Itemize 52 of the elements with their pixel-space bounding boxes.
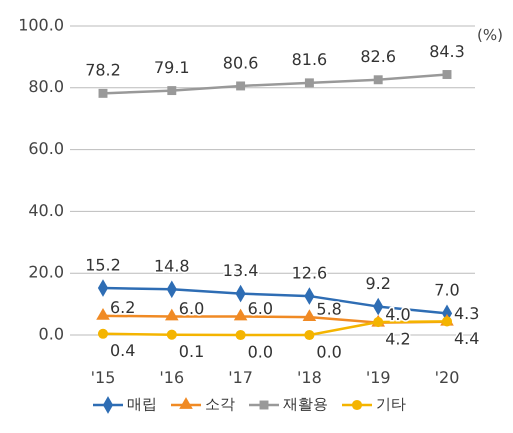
point	[304, 330, 314, 340]
y-tick-label: 40.0	[28, 200, 64, 220]
data-label: 0.0	[316, 342, 342, 362]
point	[442, 70, 452, 79]
data-label: 81.6	[292, 50, 328, 70]
x-tick-label: '16	[159, 368, 184, 387]
data-label: 0.1	[178, 342, 204, 362]
data-label: 6.0	[248, 298, 274, 318]
legend-label: 매립	[127, 395, 157, 414]
point	[442, 316, 452, 326]
x-tick-label: '17	[228, 368, 253, 387]
y-tick-label: 0.0	[38, 324, 64, 344]
x-tick-label: '18	[297, 368, 322, 387]
point	[236, 330, 246, 340]
data-label: 6.2	[110, 298, 136, 318]
data-label: 13.4	[222, 260, 258, 280]
y-tick-label: 20.0	[28, 262, 64, 282]
data-label: 80.6	[222, 53, 258, 72]
x-tick-label: '15	[90, 368, 116, 387]
data-label: 4.2	[385, 329, 411, 348]
text: (%)	[477, 26, 503, 44]
point	[166, 330, 177, 340]
data-label: 84.3	[429, 42, 465, 61]
x-tick-label: '19	[366, 368, 391, 387]
y-tick-label: 100.0	[18, 15, 64, 34]
data-label: 12.6	[292, 263, 328, 282]
data-label: 5.8	[316, 299, 342, 318]
point	[98, 88, 108, 98]
data-label: 4.4	[454, 328, 480, 348]
data-label: 14.8	[154, 256, 190, 276]
data-label: 0.4	[110, 341, 136, 360]
data-label: 9.2	[365, 274, 391, 293]
legend-label: 기타	[376, 395, 406, 414]
data-label: 6.0	[178, 298, 204, 318]
data-label: 15.2	[85, 255, 121, 274]
y-tick-label: 60.0	[28, 138, 64, 158]
data-label: 0.0	[248, 342, 274, 362]
point	[374, 75, 383, 84]
legend-label: 소각	[205, 395, 235, 414]
data-label: 4.0	[385, 305, 411, 324]
point	[98, 328, 108, 339]
point	[167, 86, 176, 96]
x-tick-label: '20	[434, 368, 460, 387]
y-tick-label: 80.0	[28, 77, 64, 96]
data-label: 4.3	[454, 304, 480, 324]
point	[236, 81, 246, 90]
data-label: 7.0	[434, 280, 460, 300]
legend-label: 재활용	[283, 395, 328, 414]
data-label: 79.1	[154, 58, 190, 77]
point	[304, 78, 314, 88]
data-label: 82.6	[360, 47, 396, 66]
data-label: 78.2	[85, 60, 121, 80]
